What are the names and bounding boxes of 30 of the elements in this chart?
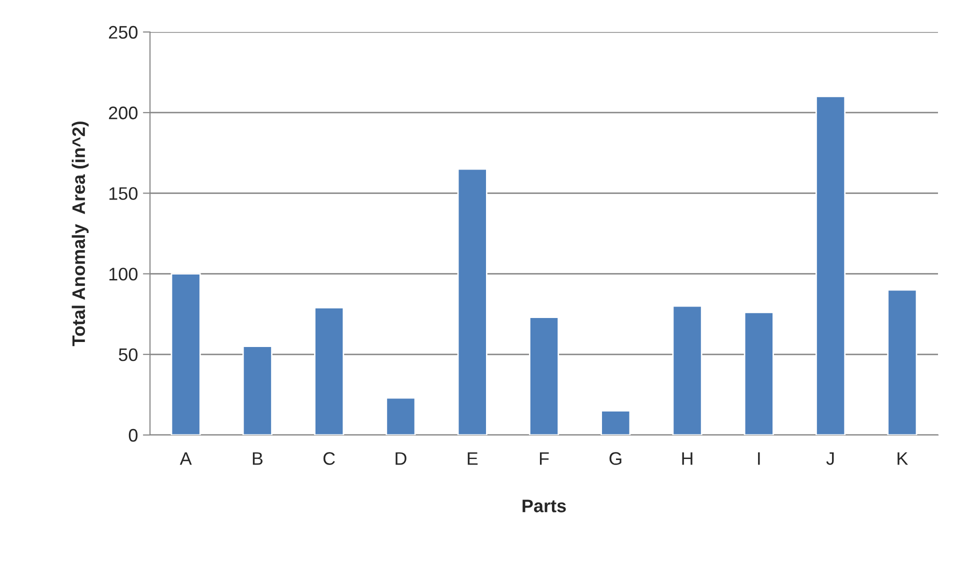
bar <box>314 306 344 435</box>
bar <box>744 312 774 435</box>
y-tick-label: 200 <box>108 106 138 120</box>
y-tick-label: 150 <box>109 187 138 200</box>
y-tick-label: 50 <box>118 348 138 362</box>
y-tick-label: 100 <box>109 268 138 281</box>
x-tick-label: E <box>468 452 478 465</box>
bar <box>242 346 272 435</box>
x-tick-label: A <box>180 452 192 465</box>
bar <box>816 96 846 435</box>
x-tick-label: J <box>826 452 834 465</box>
x-tick-label: K <box>898 452 908 465</box>
x-tick-label: G <box>610 452 622 465</box>
y-tick-label: 250 <box>108 26 138 39</box>
bar <box>386 397 416 435</box>
x-axis-title: Parts <box>522 500 566 512</box>
bar <box>170 273 201 435</box>
x-tick-label: F <box>540 452 549 465</box>
bar <box>600 410 631 435</box>
bar <box>887 289 918 435</box>
x-tick-label: C <box>323 452 335 465</box>
x-tick-label: I <box>758 452 760 465</box>
x-tick-label: D <box>396 452 406 465</box>
bar <box>528 316 560 435</box>
y-axis-title: Total Anomaly Area (in^2) <box>72 122 89 346</box>
x-tick-label: H <box>682 452 692 465</box>
bar <box>672 305 702 435</box>
y-tick-label: 0 <box>128 428 138 442</box>
x-tick-label: B <box>252 452 263 465</box>
bar <box>457 168 488 435</box>
